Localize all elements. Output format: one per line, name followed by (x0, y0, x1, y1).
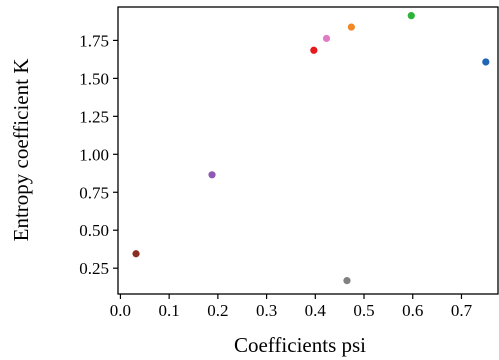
y-axis-ticks: 0.25 0.50 0.75 1.00 1.25 1.50 1.75 (79, 31, 118, 278)
plot-frame (117, 6, 499, 295)
data-points (132, 12, 490, 285)
x-tick-label: 0.0 (110, 301, 131, 320)
x-axis-ticks: 0.0 0.1 0.2 0.3 0.4 0.5 0.6 0.7 (110, 294, 473, 320)
y-tick-label: 1.25 (79, 107, 109, 126)
data-point (132, 250, 140, 258)
x-tick-label: 0.1 (159, 301, 180, 320)
data-point (322, 34, 331, 43)
x-tick-label: 0.4 (305, 301, 327, 320)
data-point (310, 46, 318, 54)
y-tick-label: 0.25 (79, 259, 109, 278)
y-axis-title: Entropy coefficient K (9, 59, 33, 242)
data-point (407, 12, 415, 20)
data-point (482, 58, 490, 66)
y-tick-label: 1.50 (79, 69, 109, 88)
y-tick-label: 1.00 (79, 145, 109, 164)
x-axis-title: Coefficients psi (234, 333, 366, 357)
x-tick-label: 0.5 (353, 301, 374, 320)
data-point (347, 23, 355, 31)
x-tick-label: 0.7 (451, 301, 473, 320)
data-point (343, 277, 351, 285)
x-tick-label: 0.2 (207, 301, 228, 320)
x-tick-label: 0.3 (256, 301, 277, 320)
x-tick-label: 0.6 (402, 301, 423, 320)
data-point (208, 171, 216, 179)
y-tick-label: 1.75 (79, 31, 109, 50)
y-tick-label: 0.75 (79, 183, 109, 202)
y-tick-label: 0.50 (79, 221, 109, 240)
